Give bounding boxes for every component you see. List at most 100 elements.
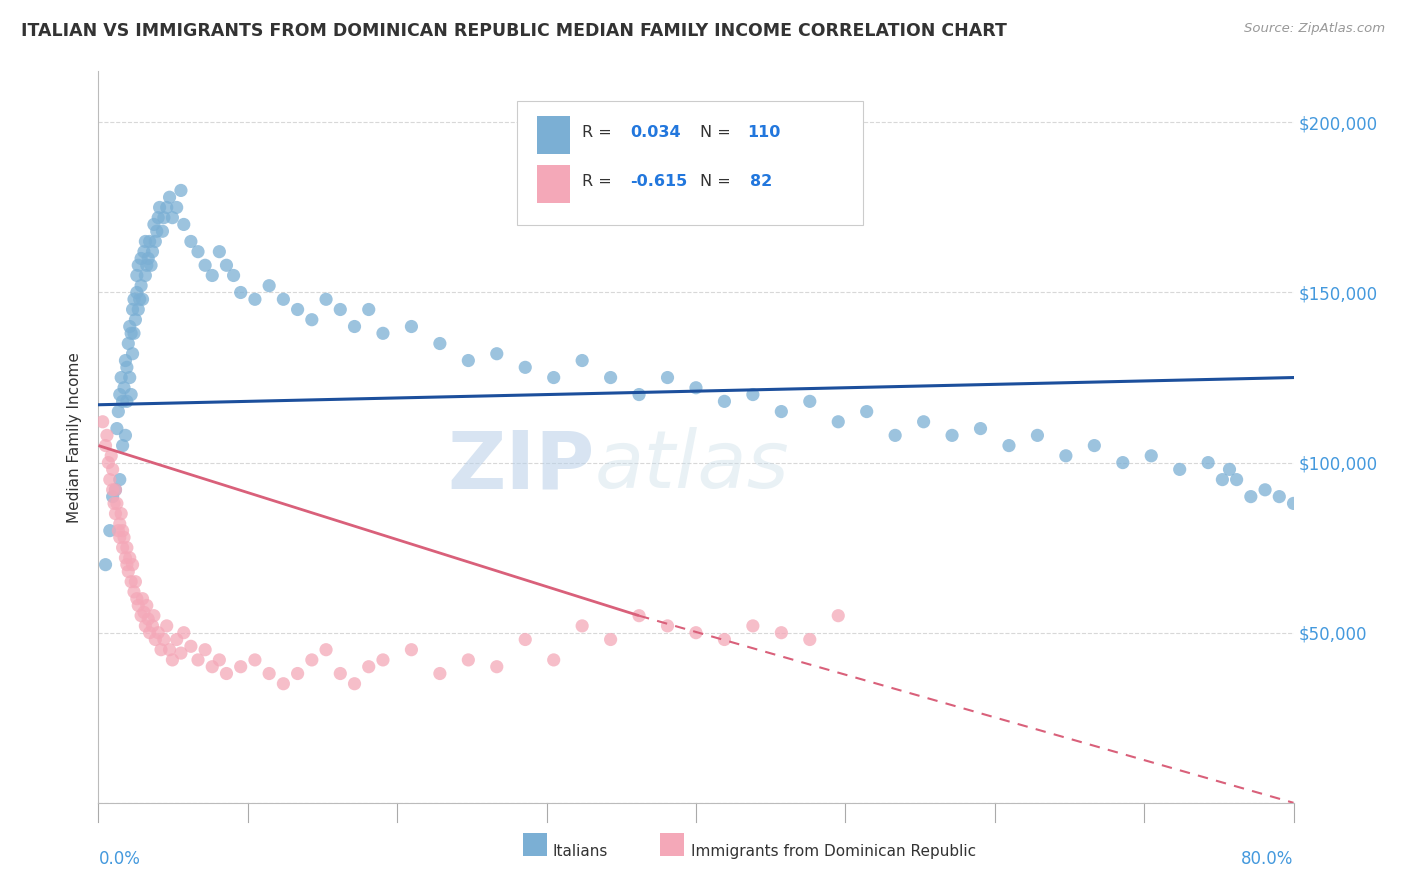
Point (135, 599, 157, 613)
Point (131, 293, 153, 307)
Point (138, 235, 160, 249)
Point (1218, 462, 1240, 476)
Point (101, 462, 124, 476)
Point (329, 666, 352, 681)
Point (129, 252, 152, 266)
Point (657, 619, 679, 633)
Point (969, 421, 991, 435)
Point (115, 541, 138, 555)
Point (129, 608, 152, 623)
Point (125, 285, 148, 300)
Point (156, 619, 179, 633)
Point (1211, 473, 1233, 487)
Point (194, 642, 217, 657)
Point (799, 394, 821, 409)
Point (229, 659, 252, 673)
Point (685, 381, 707, 395)
Text: 110: 110 (748, 125, 780, 139)
Point (141, 244, 163, 259)
Point (132, 244, 155, 259)
Point (121, 347, 143, 361)
Point (401, 642, 423, 657)
FancyBboxPatch shape (661, 833, 685, 856)
Point (134, 268, 156, 283)
Point (115, 394, 138, 409)
Point (1282, 496, 1305, 510)
Point (143, 235, 166, 249)
Point (315, 293, 337, 307)
Point (105, 496, 128, 510)
Point (117, 565, 139, 579)
Point (741, 619, 763, 633)
Point (229, 285, 252, 300)
Point (166, 201, 188, 215)
Point (1083, 439, 1105, 453)
Point (371, 653, 394, 667)
Text: R =: R = (582, 125, 612, 139)
Point (134, 619, 156, 633)
Point (770, 404, 793, 418)
Point (97, 456, 120, 470)
Point (107, 404, 129, 418)
Point (173, 625, 195, 640)
Point (515, 360, 537, 375)
Point (343, 319, 366, 334)
Point (429, 336, 451, 351)
Point (127, 258, 149, 272)
Point (170, 646, 193, 660)
Point (215, 666, 238, 681)
Point (170, 183, 193, 197)
Point (105, 421, 128, 435)
Y-axis label: Median Family Income: Median Family Income (67, 351, 83, 523)
Point (122, 293, 145, 307)
Point (827, 415, 849, 429)
Text: N =: N = (700, 125, 730, 139)
Point (713, 394, 735, 409)
Point (657, 370, 679, 384)
Point (173, 218, 195, 232)
Point (998, 439, 1021, 453)
Point (111, 541, 134, 555)
Text: 0.0%: 0.0% (98, 850, 141, 868)
FancyBboxPatch shape (537, 165, 571, 203)
Point (121, 302, 143, 317)
Point (287, 302, 309, 317)
Point (257, 666, 280, 681)
Point (152, 224, 174, 238)
Point (153, 211, 176, 225)
Point (243, 653, 266, 667)
Point (104, 483, 127, 497)
Point (187, 244, 209, 259)
Text: -0.615: -0.615 (630, 174, 688, 189)
Point (273, 677, 295, 691)
Point (571, 353, 593, 368)
Point (827, 608, 849, 623)
Point (713, 632, 735, 647)
Point (162, 653, 184, 667)
Point (159, 190, 181, 204)
Point (855, 404, 877, 418)
Point (96, 428, 118, 442)
FancyBboxPatch shape (523, 833, 547, 856)
Point (110, 370, 132, 384)
Point (145, 224, 167, 238)
Point (628, 608, 651, 623)
Point (129, 278, 152, 293)
Point (1168, 462, 1191, 476)
Point (1112, 456, 1135, 470)
Point (357, 302, 380, 317)
Point (208, 653, 231, 667)
Point (136, 252, 159, 266)
Point (120, 326, 142, 341)
Point (153, 632, 176, 647)
Point (143, 632, 166, 647)
Point (329, 302, 352, 317)
Point (1296, 507, 1319, 521)
Point (94, 439, 117, 453)
Point (150, 642, 173, 657)
Point (125, 268, 148, 283)
Point (118, 319, 141, 334)
Point (125, 591, 148, 606)
Point (884, 428, 907, 442)
Point (114, 550, 136, 565)
